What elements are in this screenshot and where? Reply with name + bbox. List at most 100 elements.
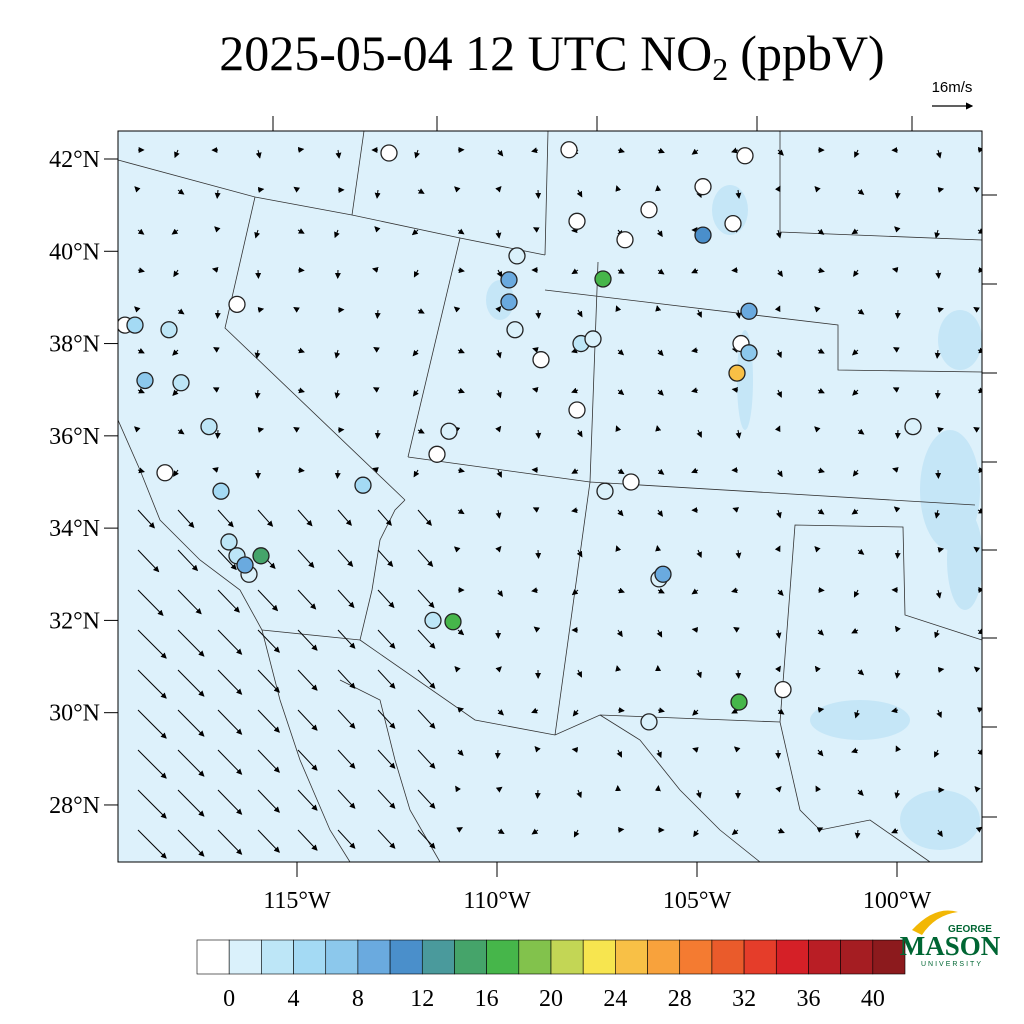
wind-arrow	[254, 389, 261, 399]
colorbar-label: 32	[732, 986, 756, 1012]
state-boundaries	[118, 131, 982, 862]
wind-arrow	[412, 349, 419, 357]
wind-arrow	[297, 146, 305, 153]
wind-arrow	[137, 669, 167, 699]
lat-tick-label: 28°N	[49, 793, 100, 819]
wind-arrow	[691, 387, 699, 394]
wind-arrow	[571, 268, 579, 275]
wind-arrow	[457, 467, 465, 474]
colorbar-label: 0	[223, 986, 235, 1012]
station	[560, 141, 578, 159]
logo-bottom: UNIVERSITY	[921, 961, 983, 968]
wind-arrow	[657, 509, 664, 517]
colorbar: 0 4 8 12 16 20 24 28 32 36 40	[196, 939, 906, 1012]
colorbar-box	[421, 939, 455, 975]
wind-arrow	[615, 665, 622, 672]
wind-arrow	[334, 229, 340, 239]
wind-arrow	[817, 706, 825, 713]
wind-arrow	[617, 468, 625, 475]
colorbar-label: 28	[668, 986, 692, 1012]
station	[380, 144, 398, 162]
wind-arrow	[775, 229, 782, 239]
lat-tick-label: 40°N	[49, 239, 100, 265]
colorbar-label: 8	[352, 986, 364, 1012]
wind-arrow	[495, 349, 502, 359]
wind-arrow	[934, 629, 940, 639]
lon-tick-label: 105°W	[663, 888, 732, 914]
wind-arrow	[496, 469, 502, 478]
lat-tick-label: 34°N	[49, 516, 100, 542]
wind-arrow	[134, 306, 141, 313]
wind-arrow	[297, 669, 318, 691]
wind-arrow	[817, 228, 825, 235]
wind-arrow	[453, 546, 461, 553]
colorbar-label: 16	[475, 986, 499, 1012]
wind-arrow	[731, 587, 739, 594]
station	[736, 147, 754, 165]
wind-arrow	[137, 348, 145, 354]
wind-arrow	[337, 709, 356, 729]
wind-arrow	[857, 308, 865, 315]
wind-arrow	[417, 188, 425, 194]
wind-arrow	[656, 229, 663, 238]
wind-arrow	[257, 307, 265, 313]
wind-arrow	[853, 589, 860, 598]
wind-arrow	[172, 389, 179, 397]
colorbar-label: 20	[539, 986, 563, 1012]
wind-arrow	[851, 228, 859, 235]
wind-arrow	[937, 666, 945, 673]
wind-arrow	[177, 829, 205, 857]
wind-arrow	[257, 709, 280, 733]
map-area	[118, 131, 982, 862]
wind-arrow	[173, 269, 180, 278]
wind-arrow	[374, 309, 381, 319]
wind-arrow	[571, 589, 579, 596]
wind-arrow	[974, 785, 981, 793]
wind-arrow	[615, 185, 622, 192]
wind-arrow	[531, 587, 539, 594]
wind-arrow	[617, 826, 625, 833]
wind-arrow	[377, 589, 395, 609]
wind-arrow	[495, 229, 502, 239]
wind-arrow	[936, 829, 943, 838]
wind-arrow	[217, 629, 243, 655]
wind-arrow	[257, 629, 280, 653]
wind-arrow	[814, 546, 821, 553]
wind-arrow	[137, 709, 167, 739]
wind-arrow	[534, 745, 541, 753]
station	[126, 316, 144, 334]
wind-arrow	[337, 629, 356, 649]
wind-arrow	[657, 707, 665, 714]
station	[172, 374, 190, 392]
wind-arrow	[733, 746, 741, 753]
wind-arrow	[817, 267, 825, 274]
wind-arrow	[892, 387, 900, 393]
wind-arrow	[774, 545, 781, 553]
wind-arrow	[895, 745, 902, 753]
station	[500, 271, 518, 289]
wind-arrow	[817, 467, 825, 474]
station	[622, 473, 640, 491]
wind-arrow	[377, 629, 396, 649]
wind-arrow	[257, 749, 280, 773]
wind-arrow	[535, 309, 542, 319]
wind-arrow	[417, 669, 436, 689]
logo-swoosh	[912, 910, 958, 935]
colorbar-box	[808, 939, 841, 975]
wind-arrow	[657, 147, 665, 154]
wind-arrow	[177, 188, 185, 195]
wind-arrow	[454, 186, 461, 193]
wind-arrow	[617, 707, 625, 714]
lat-tick-label: 32°N	[49, 608, 100, 634]
lat-tick-label: 30°N	[49, 701, 100, 727]
wind-arrow	[656, 749, 662, 759]
wind-arrow	[576, 429, 583, 438]
wind-arrow	[617, 388, 625, 396]
wind-arrow	[571, 746, 579, 753]
wind-arrow	[453, 306, 461, 313]
wind-arrow	[177, 789, 205, 817]
colorbar-box	[647, 939, 681, 975]
colorbar-box	[228, 939, 262, 975]
wind-arrow	[211, 267, 219, 273]
wind-arrow	[257, 829, 280, 853]
